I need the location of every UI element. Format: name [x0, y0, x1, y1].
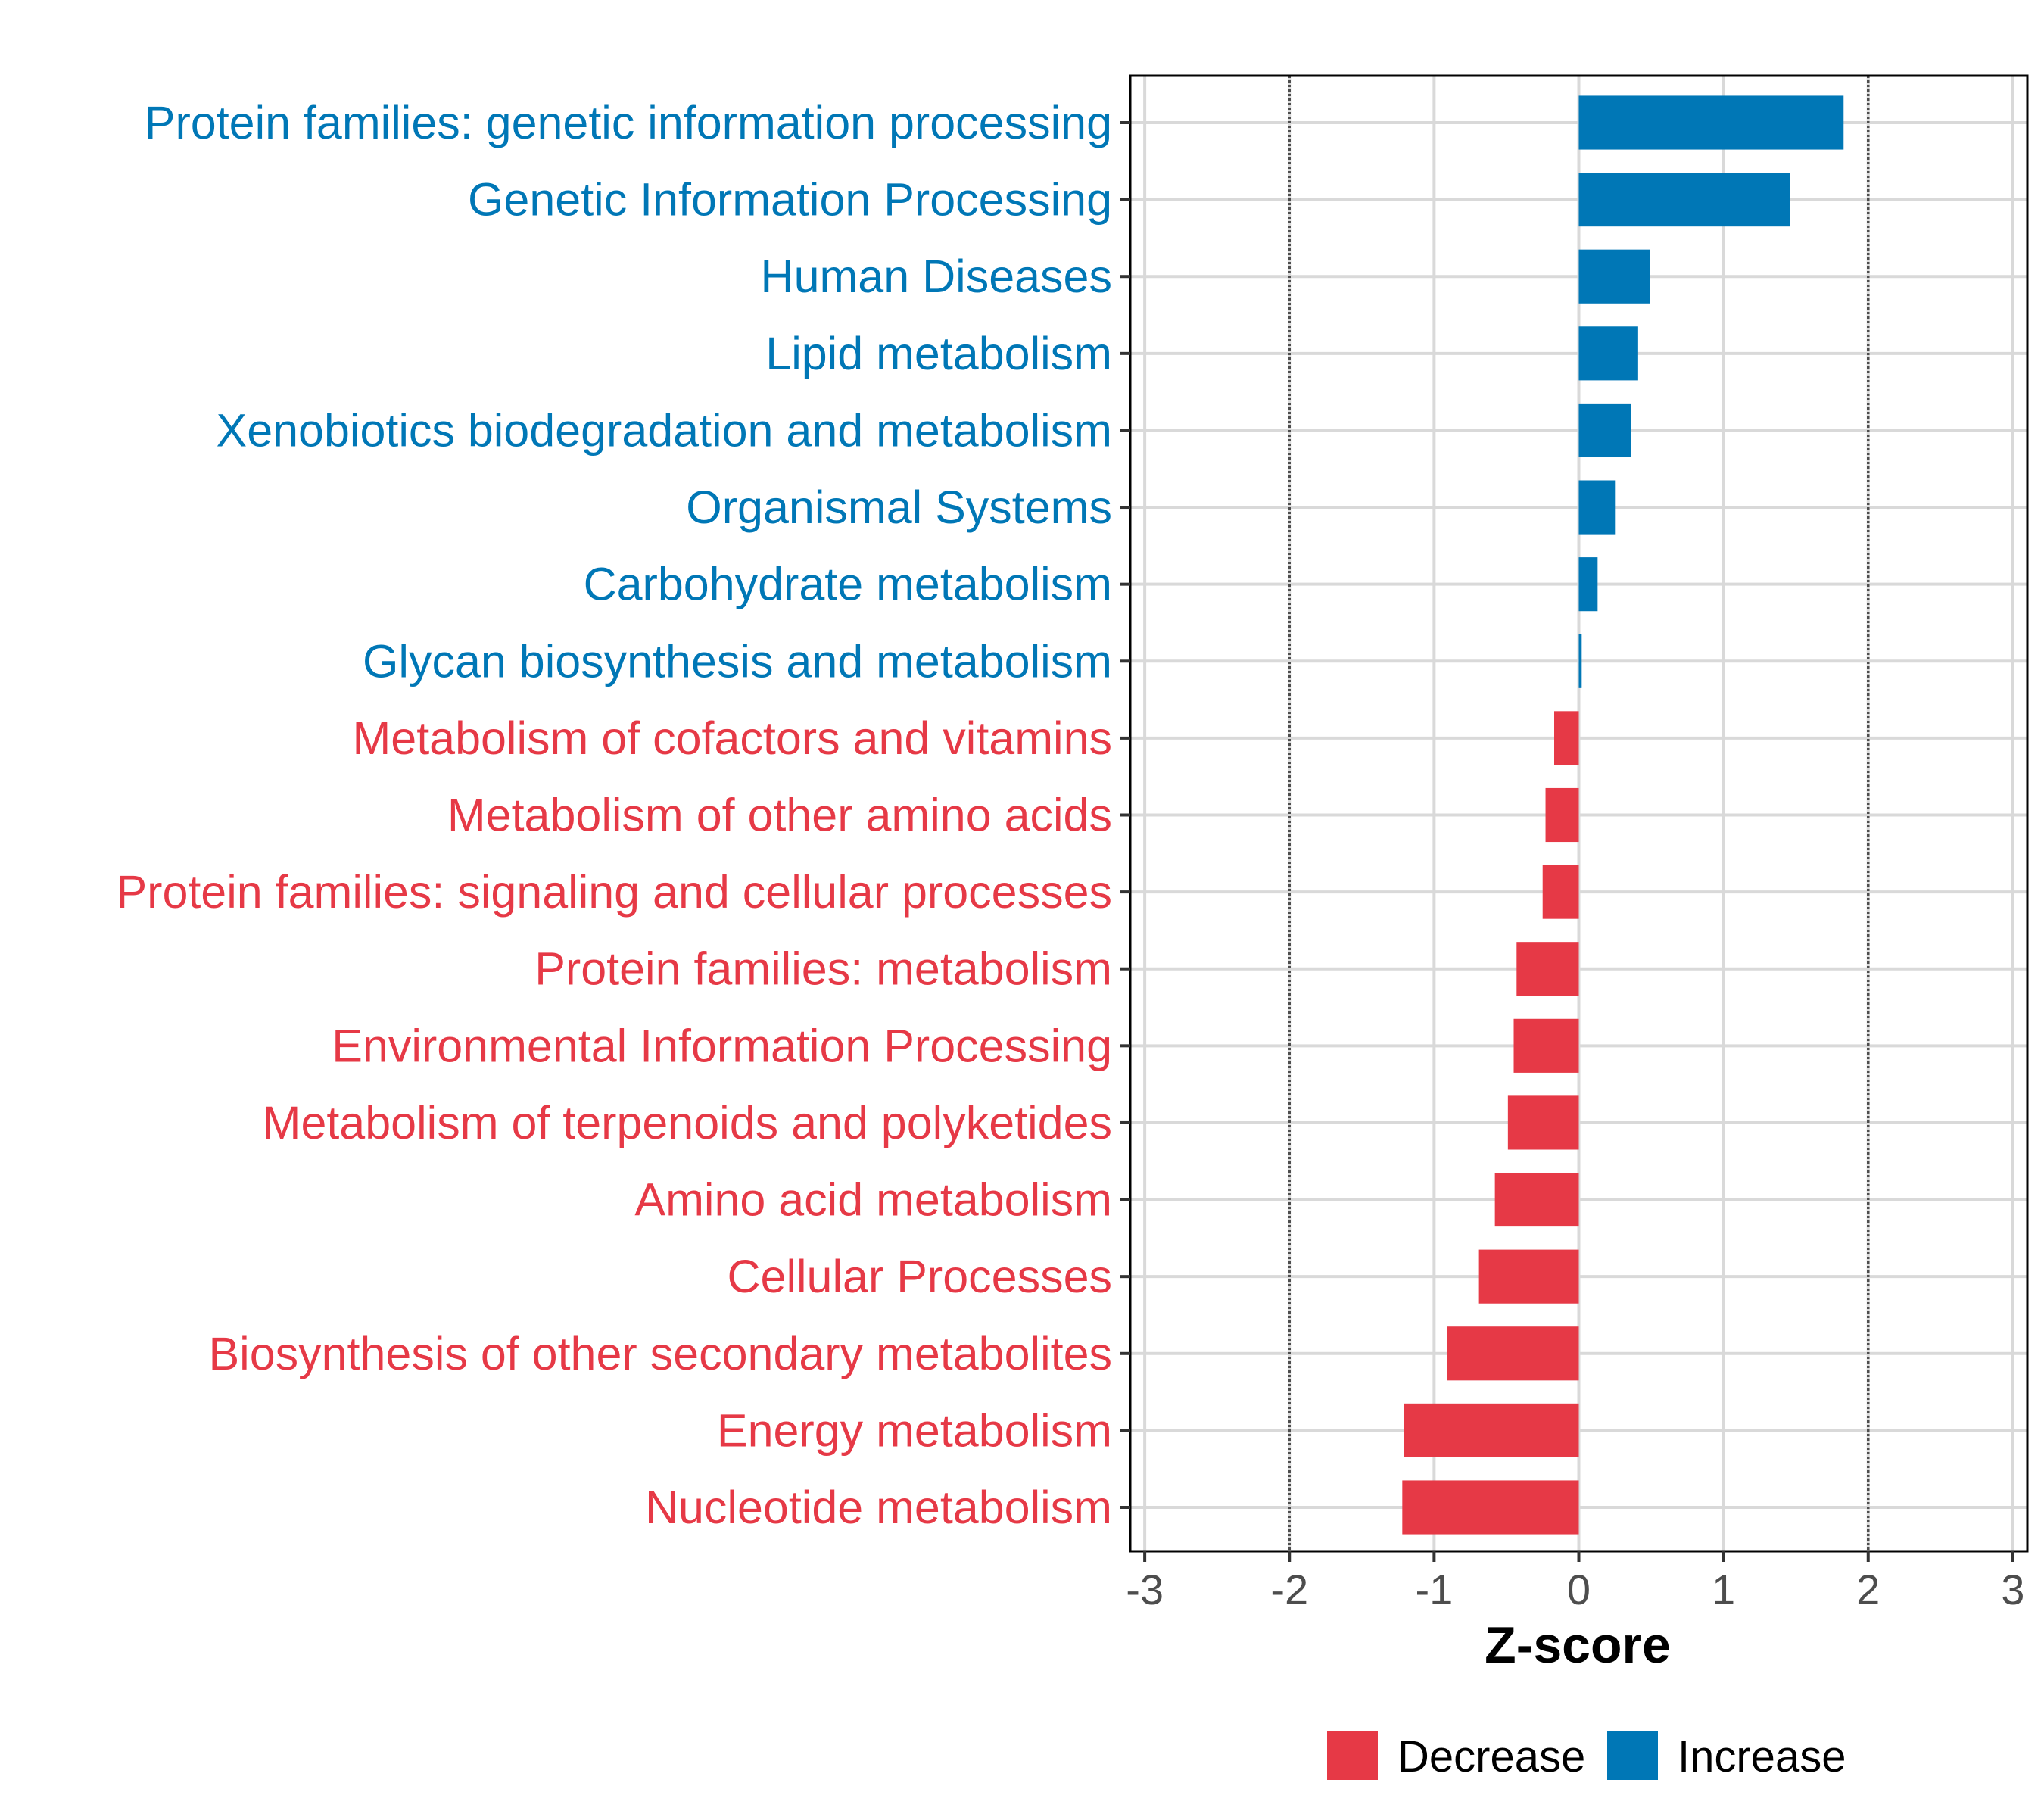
legend: Decrease Increase	[1327, 1731, 1846, 1781]
bar	[1404, 1403, 1579, 1457]
y-tick-label: Cellular Processes	[727, 1251, 1112, 1302]
y-tick-label: Energy metabolism	[717, 1404, 1112, 1456]
x-tick-label: -1	[1415, 1566, 1453, 1613]
bar	[1402, 1480, 1579, 1535]
x-tick-label: -2	[1270, 1566, 1308, 1613]
bar	[1578, 634, 1582, 688]
bar	[1578, 480, 1616, 535]
legend-item-increase: Increase	[1607, 1731, 1846, 1781]
bar	[1513, 1018, 1579, 1073]
bar	[1578, 557, 1598, 612]
y-tick-label: Genetic Information Processing	[468, 174, 1112, 226]
bar	[1554, 711, 1579, 765]
y-tick-label: Carbohydrate metabolism	[584, 559, 1112, 610]
legend-item-decrease: Decrease	[1327, 1731, 1585, 1781]
y-tick-label: Organismal Systems	[686, 482, 1112, 533]
bar	[1578, 403, 1631, 458]
legend-key	[1327, 1731, 1378, 1780]
bar	[1542, 865, 1579, 919]
y-tick-label: Glycan biosynthesis and metabolism	[363, 635, 1112, 687]
bar	[1578, 326, 1638, 381]
x-axis-title: Z-score	[1485, 1616, 1671, 1674]
bar	[1578, 173, 1790, 227]
bar	[1578, 249, 1650, 304]
y-tick-label: Protein families: genetic information pr…	[145, 97, 1112, 148]
bar	[1578, 95, 1844, 150]
x-tick-label: 0	[1567, 1566, 1591, 1613]
bar	[1545, 787, 1579, 843]
y-axis: Protein families: genetic information pr…	[116, 97, 1130, 1533]
y-tick-label: Biosynthesis of other secondary metaboli…	[208, 1328, 1112, 1379]
bar	[1478, 1249, 1579, 1304]
legend-label: Decrease	[1397, 1732, 1585, 1781]
x-tick-label: 1	[1712, 1566, 1735, 1613]
y-tick-label: Lipid metabolism	[765, 328, 1112, 379]
x-tick-label: 3	[2001, 1566, 2024, 1613]
bar	[1494, 1172, 1579, 1227]
bar	[1447, 1326, 1579, 1381]
y-tick-label: Metabolism of other amino acids	[447, 790, 1112, 841]
y-tick-label: Nucleotide metabolism	[645, 1482, 1112, 1533]
x-tick-label: 2	[1856, 1566, 1880, 1613]
y-tick-label: Human Diseases	[761, 251, 1112, 302]
bar	[1516, 942, 1579, 996]
y-tick-label: Protein families: signaling and cellular…	[116, 866, 1112, 918]
legend-label: Increase	[1678, 1732, 1846, 1781]
y-tick-label: Metabolism of terpenoids and polyketides	[263, 1097, 1112, 1148]
y-tick-label: Metabolism of cofactors and vitamins	[352, 712, 1112, 764]
bar	[1507, 1095, 1579, 1150]
reference-lines	[1288, 76, 1870, 1551]
y-tick-label: Xenobiotics biodegradation and metabolis…	[217, 404, 1112, 456]
x-tick-label: -3	[1126, 1566, 1164, 1613]
legend-key	[1607, 1731, 1658, 1780]
y-tick-label: Environmental Information Processing	[332, 1020, 1112, 1071]
bars	[1402, 95, 1844, 1535]
y-tick-label: Protein families: metabolism	[534, 943, 1112, 995]
y-tick-label: Amino acid metabolism	[634, 1174, 1112, 1226]
x-axis: -3 -2 -1 0 1 2 3	[1126, 1551, 2024, 1613]
